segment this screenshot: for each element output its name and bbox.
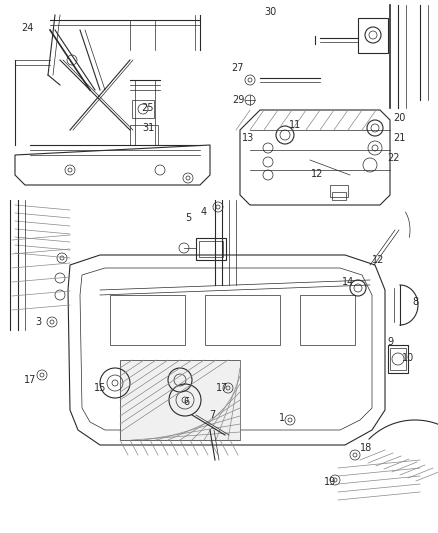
Text: 6: 6 [183,397,189,407]
Text: 24: 24 [21,23,33,33]
Text: 12: 12 [311,169,323,179]
Text: 1: 1 [279,413,285,423]
Text: 15: 15 [94,383,106,393]
Bar [130,125,158,145]
Text: 8: 8 [412,297,418,307]
Text: 25: 25 [142,103,154,113]
Text: 14: 14 [342,277,354,287]
Text: 17: 17 [24,375,36,385]
Bar [388,345,408,373]
Bar [199,241,223,257]
Text: 20: 20 [393,113,405,123]
Text: 13: 13 [242,133,254,143]
Text: 9: 9 [387,337,393,347]
Text: 31: 31 [142,123,154,133]
Text: 11: 11 [289,120,301,130]
Text: 3: 3 [35,317,41,327]
Text: 30: 30 [264,7,276,17]
Bar [196,238,226,260]
Text: 7: 7 [209,410,215,420]
Text: 17: 17 [216,383,228,393]
Text: 4: 4 [201,207,207,217]
Text: 5: 5 [185,213,191,223]
Bar [358,18,388,53]
Bar [332,192,346,200]
Bar [390,348,406,370]
Text: 10: 10 [402,353,414,363]
Text: 21: 21 [393,133,405,143]
Text: 29: 29 [232,95,244,105]
Text: 18: 18 [360,443,372,453]
Bar [330,185,348,197]
Text: 19: 19 [324,477,336,487]
Text: 22: 22 [387,153,399,163]
Polygon shape [120,360,240,440]
Bar [132,100,154,118]
Text: 27: 27 [232,63,244,73]
Text: 12: 12 [372,255,384,265]
